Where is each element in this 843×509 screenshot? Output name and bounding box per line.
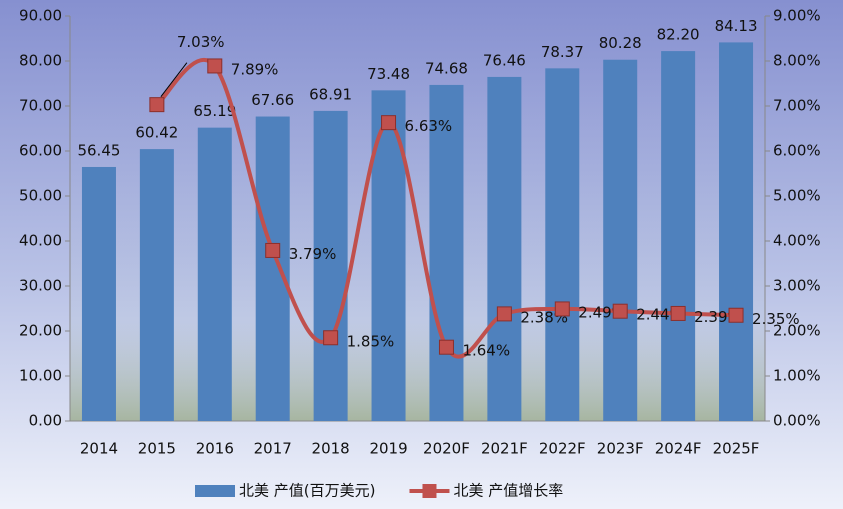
bar-value-label: 60.42 <box>135 124 178 142</box>
line-marker <box>554 301 570 317</box>
legend-label: 北美 产值增长率 <box>453 482 563 500</box>
line-value-label: 2.35% <box>752 310 800 328</box>
bar <box>81 166 116 421</box>
y2-tick-label: 8.00% <box>773 52 821 70</box>
line-marker <box>438 339 454 355</box>
x-tick-label: 2025F <box>713 440 760 458</box>
line-value-label: 1.85% <box>347 332 395 350</box>
bar <box>429 84 464 421</box>
line-marker <box>728 307 744 323</box>
y2-tick-label: 3.00% <box>773 277 821 295</box>
bar-value-label: 68.91 <box>309 85 352 103</box>
line-marker <box>323 330 339 346</box>
line-marker <box>149 97 165 113</box>
bar <box>313 110 348 421</box>
bar-value-label: 76.46 <box>483 51 526 69</box>
growth-line <box>155 57 737 359</box>
y2-tick-label: 1.00% <box>773 367 821 385</box>
bar-value-label: 74.68 <box>425 59 468 77</box>
bar-value-label: 65.19 <box>193 102 236 120</box>
line-marker <box>381 115 397 131</box>
y2-tick-label: 0.00% <box>773 412 821 430</box>
line-value-label: 6.63% <box>405 117 453 135</box>
y2-tick-label: 7.00% <box>773 97 821 115</box>
bar <box>545 68 580 422</box>
x-tick-label: 2017 <box>254 440 292 458</box>
y-tick-label: 30.00 <box>19 277 62 295</box>
y-tick-label: 50.00 <box>19 187 62 205</box>
label-leader <box>160 62 188 97</box>
y2-tick-label: 5.00% <box>773 187 821 205</box>
y-tick-label: 60.00 <box>19 142 62 160</box>
x-tick-label: 2014 <box>80 440 118 458</box>
line-value-label: 7.03% <box>177 33 225 51</box>
bar-value-label: 56.45 <box>77 141 120 159</box>
line-marker <box>265 242 281 258</box>
y2-tick-label: 6.00% <box>773 142 821 160</box>
line-value-label: 1.64% <box>462 342 510 360</box>
x-tick-label: 2015 <box>138 440 176 458</box>
y-tick-label: 20.00 <box>19 322 62 340</box>
bar-value-label: 78.37 <box>541 43 584 61</box>
bar <box>197 127 232 422</box>
line-marker <box>612 303 628 319</box>
legend-swatch <box>195 485 235 497</box>
bar <box>719 42 754 421</box>
x-tick-label: 2019 <box>369 440 407 458</box>
bar <box>139 149 174 422</box>
bar-value-label: 67.66 <box>251 91 294 109</box>
y-tick-label: 90.00 <box>19 7 62 25</box>
line-value-label: 7.89% <box>231 60 279 78</box>
y-tick-label: 40.00 <box>19 232 62 250</box>
legend-swatch <box>422 484 437 498</box>
bar-value-label: 84.13 <box>715 17 758 35</box>
y-tick-label: 0.00 <box>29 412 62 430</box>
line-marker <box>496 306 512 322</box>
y-tick-label: 10.00 <box>19 367 62 385</box>
legend-label: 北美 产值(百万美元) <box>239 482 375 500</box>
x-tick-label: 2023F <box>597 440 644 458</box>
bar <box>661 51 696 421</box>
x-tick-label: 2016 <box>196 440 234 458</box>
y2-tick-label: 4.00% <box>773 232 821 250</box>
bar <box>603 59 638 422</box>
line-value-label: 3.79% <box>289 245 337 263</box>
x-tick-label: 2022F <box>539 440 586 458</box>
x-tick-label: 2020F <box>423 440 470 458</box>
bar <box>255 116 290 421</box>
y2-tick-label: 9.00% <box>773 7 821 25</box>
bar-value-label: 82.20 <box>657 26 700 44</box>
bar-value-label: 80.28 <box>599 34 642 52</box>
y-tick-label: 80.00 <box>19 52 62 70</box>
bar <box>487 76 522 422</box>
y-tick-label: 70.00 <box>19 97 62 115</box>
x-tick-label: 2021F <box>481 440 528 458</box>
x-tick-label: 2018 <box>312 440 350 458</box>
x-tick-label: 2024F <box>655 440 702 458</box>
line-marker <box>207 58 223 74</box>
y2-tick-label: 2.00% <box>773 322 821 340</box>
bar-value-label: 73.48 <box>367 65 410 83</box>
line-marker <box>670 305 686 321</box>
